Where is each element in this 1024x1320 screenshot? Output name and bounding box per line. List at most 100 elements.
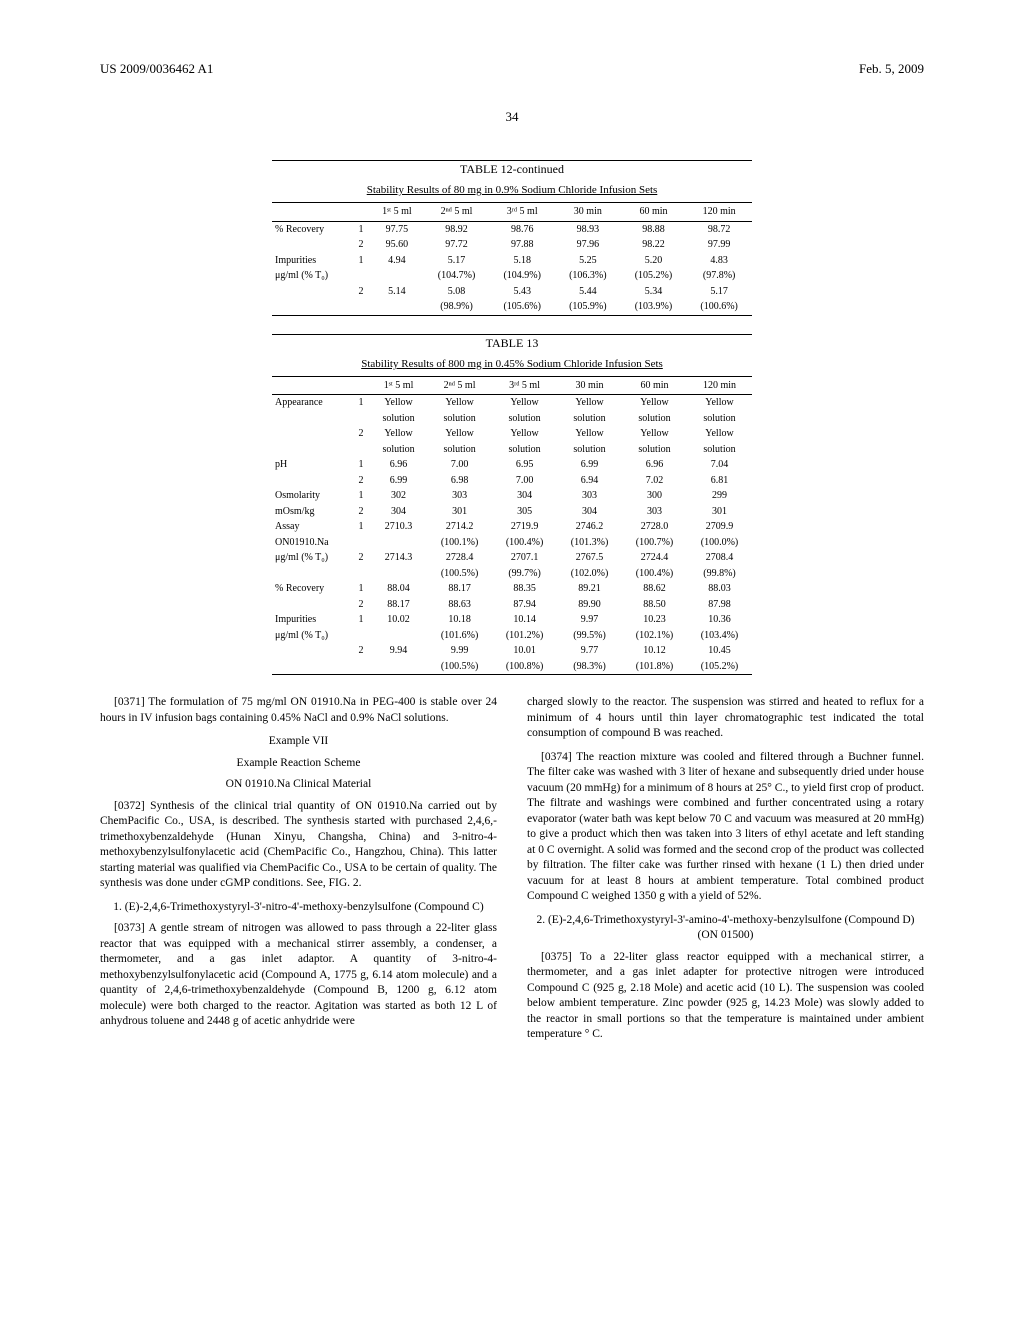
cell: 9.99: [427, 643, 492, 659]
cell: solution: [687, 442, 752, 458]
cell: 98.93: [555, 221, 621, 237]
cell: (100.5%): [427, 566, 492, 582]
cell: [370, 566, 427, 582]
cell: 2724.4: [622, 550, 687, 566]
cell: 10.12: [622, 643, 687, 659]
section-2-heading: 2. (E)-2,4,6-Trimethoxystyryl-3'-amino-4…: [527, 913, 924, 944]
cell: 9.94: [370, 643, 427, 659]
cell: Yellow: [427, 395, 492, 411]
table-row: % Recovery197.7598.9298.7698.9398.8898.7…: [272, 221, 752, 237]
cell: [272, 659, 352, 675]
col-header: [272, 376, 352, 395]
cell: 89.90: [557, 597, 622, 613]
cell: [272, 299, 352, 315]
doc-number: US 2009/0036462 A1: [100, 60, 213, 78]
cell: 2: [352, 643, 370, 659]
cell: % Recovery: [272, 581, 352, 597]
cell: 2: [352, 284, 370, 300]
cell: [352, 411, 370, 427]
cell: 5.20: [621, 253, 687, 269]
col-header: 1ˢᵗ 5 ml: [370, 203, 424, 222]
cell: 2: [352, 426, 370, 442]
cell: solution: [370, 411, 427, 427]
cell: [352, 299, 370, 315]
col-header: 30 min: [557, 376, 622, 395]
cell: (101.3%): [557, 535, 622, 551]
cell: % Recovery: [272, 221, 352, 237]
cell: 2708.4: [687, 550, 752, 566]
table-row: Assay12710.32714.22719.92746.22728.02709…: [272, 519, 752, 535]
cell: 10.02: [370, 612, 427, 628]
cell: [370, 268, 424, 284]
para-0371: [0371] The formulation of 75 mg/ml ON 01…: [100, 695, 497, 726]
table13-title: TABLE 13: [272, 335, 752, 351]
cell: pH: [272, 457, 352, 473]
table-row: (100.5%)(99.7%)(102.0%)(100.4%)(99.8%): [272, 566, 752, 582]
cell: 304: [492, 488, 557, 504]
cell: Yellow: [492, 426, 557, 442]
cell: 98.92: [424, 221, 490, 237]
cell: 9.97: [557, 612, 622, 628]
table-row: Osmolarity1302303304303300299: [272, 488, 752, 504]
example-vii-heading: Example VII: [100, 734, 497, 750]
cell: 6.98: [427, 473, 492, 489]
cell: 2: [352, 237, 370, 253]
cell: 1: [352, 395, 370, 411]
cell: 2707.1: [492, 550, 557, 566]
cell: [352, 442, 370, 458]
col-header: [272, 203, 352, 222]
cell: Yellow: [557, 426, 622, 442]
cell: 7.02: [622, 473, 687, 489]
cell: 10.23: [622, 612, 687, 628]
cell: 2719.9: [492, 519, 557, 535]
cell: [370, 299, 424, 315]
cell: 98.22: [621, 237, 687, 253]
cell: 5.08: [424, 284, 490, 300]
cell: solution: [427, 411, 492, 427]
cell: (100.4%): [492, 535, 557, 551]
cell: (104.9%): [489, 268, 555, 284]
table-row: μg/ml (% T₀)(101.6%)(101.2%)(99.5%)(102.…: [272, 628, 752, 644]
para-0375: [0375] To a 22-liter glass reactor equip…: [527, 950, 924, 1043]
cell: 2746.2: [557, 519, 622, 535]
cell: 6.94: [557, 473, 622, 489]
col-header: 30 min: [555, 203, 621, 222]
cell: 2714.2: [427, 519, 492, 535]
cell: 95.60: [370, 237, 424, 253]
cell: solution: [557, 442, 622, 458]
cell: (103.4%): [687, 628, 752, 644]
cell: 5.14: [370, 284, 424, 300]
cell: (99.8%): [687, 566, 752, 582]
cell: 98.76: [489, 221, 555, 237]
para-0374: [0374] The reaction mixture was cooled a…: [527, 750, 924, 905]
cell: (105.9%): [555, 299, 621, 315]
cell: (101.6%): [427, 628, 492, 644]
cell: 98.72: [686, 221, 752, 237]
col-header: 60 min: [621, 203, 687, 222]
cell: mOsm/kg: [272, 504, 352, 520]
cell: (97.8%): [686, 268, 752, 284]
cell: [272, 237, 352, 253]
cell: [370, 659, 427, 675]
table-row: μg/ml (% T₀)22714.32728.42707.12767.5272…: [272, 550, 752, 566]
col-header: 1ˢᵗ 5 ml: [370, 376, 427, 395]
cell: 7.00: [427, 457, 492, 473]
cell: ON01910.Na: [272, 535, 352, 551]
cell: 2: [352, 597, 370, 613]
cell: (100.4%): [622, 566, 687, 582]
cell: 303: [622, 504, 687, 520]
col-header: 120 min: [686, 203, 752, 222]
table13-subtitle: Stability Results of 800 mg in 0.45% Sod…: [272, 357, 752, 372]
cell: 6.95: [492, 457, 557, 473]
table-row: solutionsolutionsolutionsolutionsolution…: [272, 442, 752, 458]
cell: Yellow: [557, 395, 622, 411]
cell: 5.17: [424, 253, 490, 269]
table-row: Appearance1YellowYellowYellowYellowYello…: [272, 395, 752, 411]
table-row: % Recovery188.0488.1788.3589.2188.6288.0…: [272, 581, 752, 597]
cell: Yellow: [427, 426, 492, 442]
cell: [352, 535, 370, 551]
cell: 1: [352, 581, 370, 597]
cell: 302: [370, 488, 427, 504]
cell: Yellow: [370, 426, 427, 442]
table12-title: TABLE 12-continued: [272, 161, 752, 177]
